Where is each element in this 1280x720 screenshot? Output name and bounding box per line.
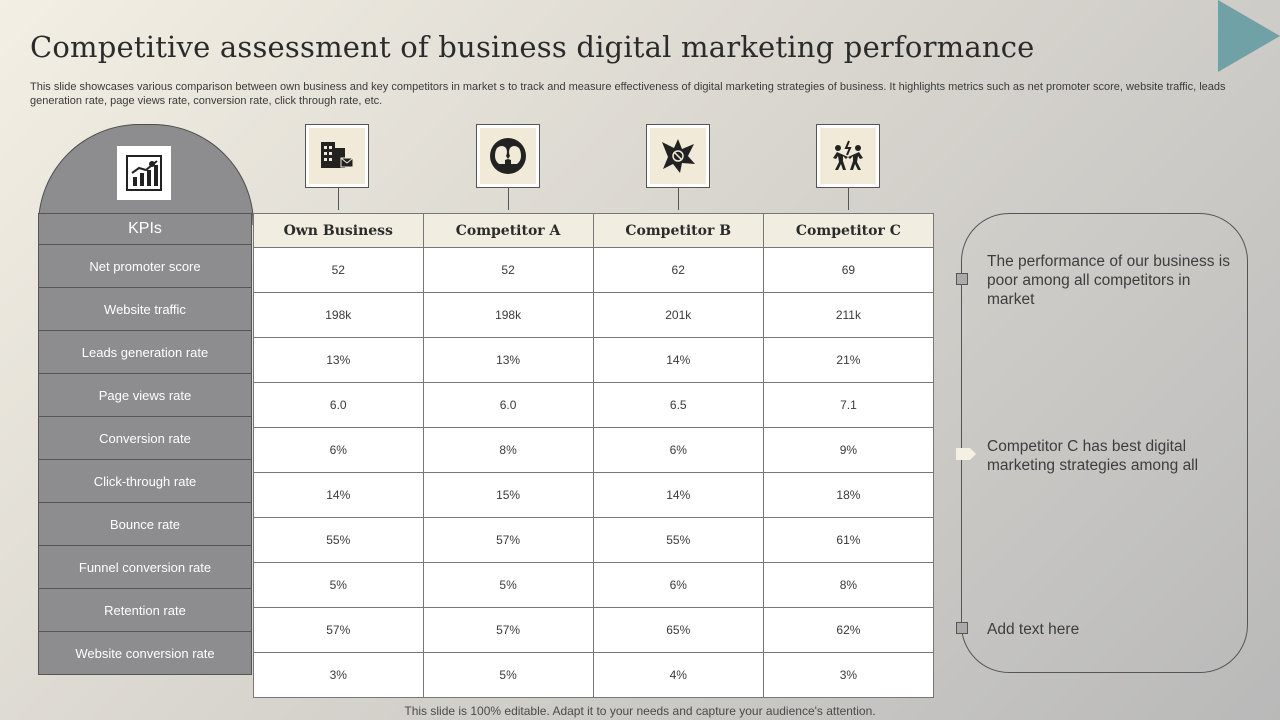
column-header-competitor-a: Competitor A bbox=[422, 213, 594, 248]
table-cell: 14% bbox=[253, 472, 424, 518]
office-building-icon bbox=[309, 128, 365, 184]
note-text: Competitor C has best digital marketing … bbox=[987, 438, 1199, 474]
table-cell: 6.5 bbox=[592, 382, 764, 428]
table-cell: 61% bbox=[762, 517, 935, 563]
table-cell: 8% bbox=[762, 562, 935, 608]
table-row: 55% 57% 55% 61% bbox=[253, 517, 935, 563]
icon-connector bbox=[848, 188, 849, 210]
kpi-label: Click-through rate bbox=[38, 460, 252, 503]
table-cell: 4% bbox=[592, 652, 764, 698]
racing-people-icon bbox=[820, 128, 876, 184]
kpi-label: Funnel conversion rate bbox=[38, 546, 252, 589]
table-cell: 18% bbox=[762, 472, 935, 518]
column-header-competitor-b: Competitor B bbox=[592, 213, 764, 248]
table-row: 6% 8% 6% 9% bbox=[253, 427, 935, 473]
kpi-label: Website traffic bbox=[38, 288, 252, 331]
table-row: 6.0 6.0 6.5 7.1 bbox=[253, 382, 935, 428]
kpi-label: Website conversion rate bbox=[38, 632, 252, 675]
note-text: The performance of our business is poor … bbox=[987, 253, 1230, 308]
column-header-competitor-c: Competitor C bbox=[762, 213, 935, 248]
table-cell: 55% bbox=[253, 517, 424, 563]
table-cell: 7.1 bbox=[762, 382, 935, 428]
kpi-column: KPIs Net promoter score Website traffic … bbox=[38, 213, 252, 675]
table-cell: 57% bbox=[253, 607, 424, 653]
kpi-label: Page views rate bbox=[38, 374, 252, 417]
table-cell: 198k bbox=[422, 292, 594, 338]
heads-facing-icon bbox=[480, 128, 536, 184]
comparison-table: Own Business Competitor A Competitor B C… bbox=[253, 213, 935, 698]
table-cell: 62% bbox=[762, 607, 935, 653]
bullet-arrow-icon bbox=[956, 448, 976, 460]
competitor-b-icon-frame bbox=[646, 124, 710, 188]
table-row: 13% 13% 14% 21% bbox=[253, 337, 935, 383]
kpi-label: Leads generation rate bbox=[38, 331, 252, 374]
table-cell: 6% bbox=[253, 427, 424, 473]
kpi-label: Net promoter score bbox=[38, 245, 252, 288]
table-cell: 55% bbox=[592, 517, 764, 563]
footer-text: This slide is 100% editable. Adapt it to… bbox=[404, 704, 876, 718]
table-header-row: Own Business Competitor A Competitor B C… bbox=[253, 213, 935, 248]
table-cell: 3% bbox=[762, 652, 935, 698]
table-row: 14% 15% 14% 18% bbox=[253, 472, 935, 518]
table-row: 198k 198k 201k 211k bbox=[253, 292, 935, 338]
table-cell: 8% bbox=[422, 427, 594, 473]
page-subtitle: This slide showcases various comparison … bbox=[30, 81, 1226, 107]
icon-connector bbox=[678, 188, 679, 210]
kpi-label: Retention rate bbox=[38, 589, 252, 632]
notes-panel bbox=[961, 213, 1248, 673]
table-cell: 5% bbox=[253, 562, 424, 608]
table-cell: 5% bbox=[422, 652, 594, 698]
table-cell: 6% bbox=[592, 562, 764, 608]
icon-connector bbox=[508, 188, 509, 210]
page-title: Competitive assessment of business digit… bbox=[30, 30, 1035, 64]
table-cell: 65% bbox=[592, 607, 764, 653]
table-cell: 57% bbox=[422, 517, 594, 563]
note-text: Add text here bbox=[987, 621, 1080, 638]
table-cell: 62 bbox=[592, 247, 764, 293]
table-cell: 21% bbox=[762, 337, 935, 383]
table-cell: 52 bbox=[253, 247, 424, 293]
table-row: 52 52 62 69 bbox=[253, 247, 935, 293]
kpi-label: Bounce rate bbox=[38, 503, 252, 546]
table-cell: 14% bbox=[592, 337, 764, 383]
column-header-own-business: Own Business bbox=[253, 213, 424, 248]
competitor-a-icon-frame bbox=[476, 124, 540, 188]
table-cell: 6% bbox=[592, 427, 764, 473]
table-cell: 211k bbox=[762, 292, 935, 338]
table-cell: 201k bbox=[592, 292, 764, 338]
icon-connector bbox=[338, 188, 339, 210]
table-cell: 15% bbox=[422, 472, 594, 518]
table-row: 3% 5% 4% 3% bbox=[253, 652, 935, 698]
corner-triangle-decoration bbox=[1218, 0, 1280, 72]
table-cell: 5% bbox=[422, 562, 594, 608]
kpi-header: KPIs bbox=[38, 213, 252, 245]
table-cell: 9% bbox=[762, 427, 935, 473]
table-cell: 6.0 bbox=[253, 382, 424, 428]
table-row: 57% 57% 65% 62% bbox=[253, 607, 935, 653]
table-cell: 14% bbox=[592, 472, 764, 518]
bullet-square-icon bbox=[956, 273, 968, 285]
table-cell: 69 bbox=[762, 247, 935, 293]
competitor-c-icon-frame bbox=[816, 124, 880, 188]
table-cell: 3% bbox=[253, 652, 424, 698]
table-cell: 52 bbox=[422, 247, 594, 293]
table-cell: 57% bbox=[422, 607, 594, 653]
table-cell: 13% bbox=[253, 337, 424, 383]
table-cell: 198k bbox=[253, 292, 424, 338]
table-row: 5% 5% 6% 8% bbox=[253, 562, 935, 608]
table-cell: 6.0 bbox=[422, 382, 594, 428]
kpi-label: Conversion rate bbox=[38, 417, 252, 460]
bullet-square-icon bbox=[956, 622, 968, 634]
table-cell: 13% bbox=[422, 337, 594, 383]
collision-burst-icon bbox=[650, 128, 706, 184]
kpi-chart-icon bbox=[117, 146, 171, 200]
own-business-icon-frame bbox=[305, 124, 369, 188]
